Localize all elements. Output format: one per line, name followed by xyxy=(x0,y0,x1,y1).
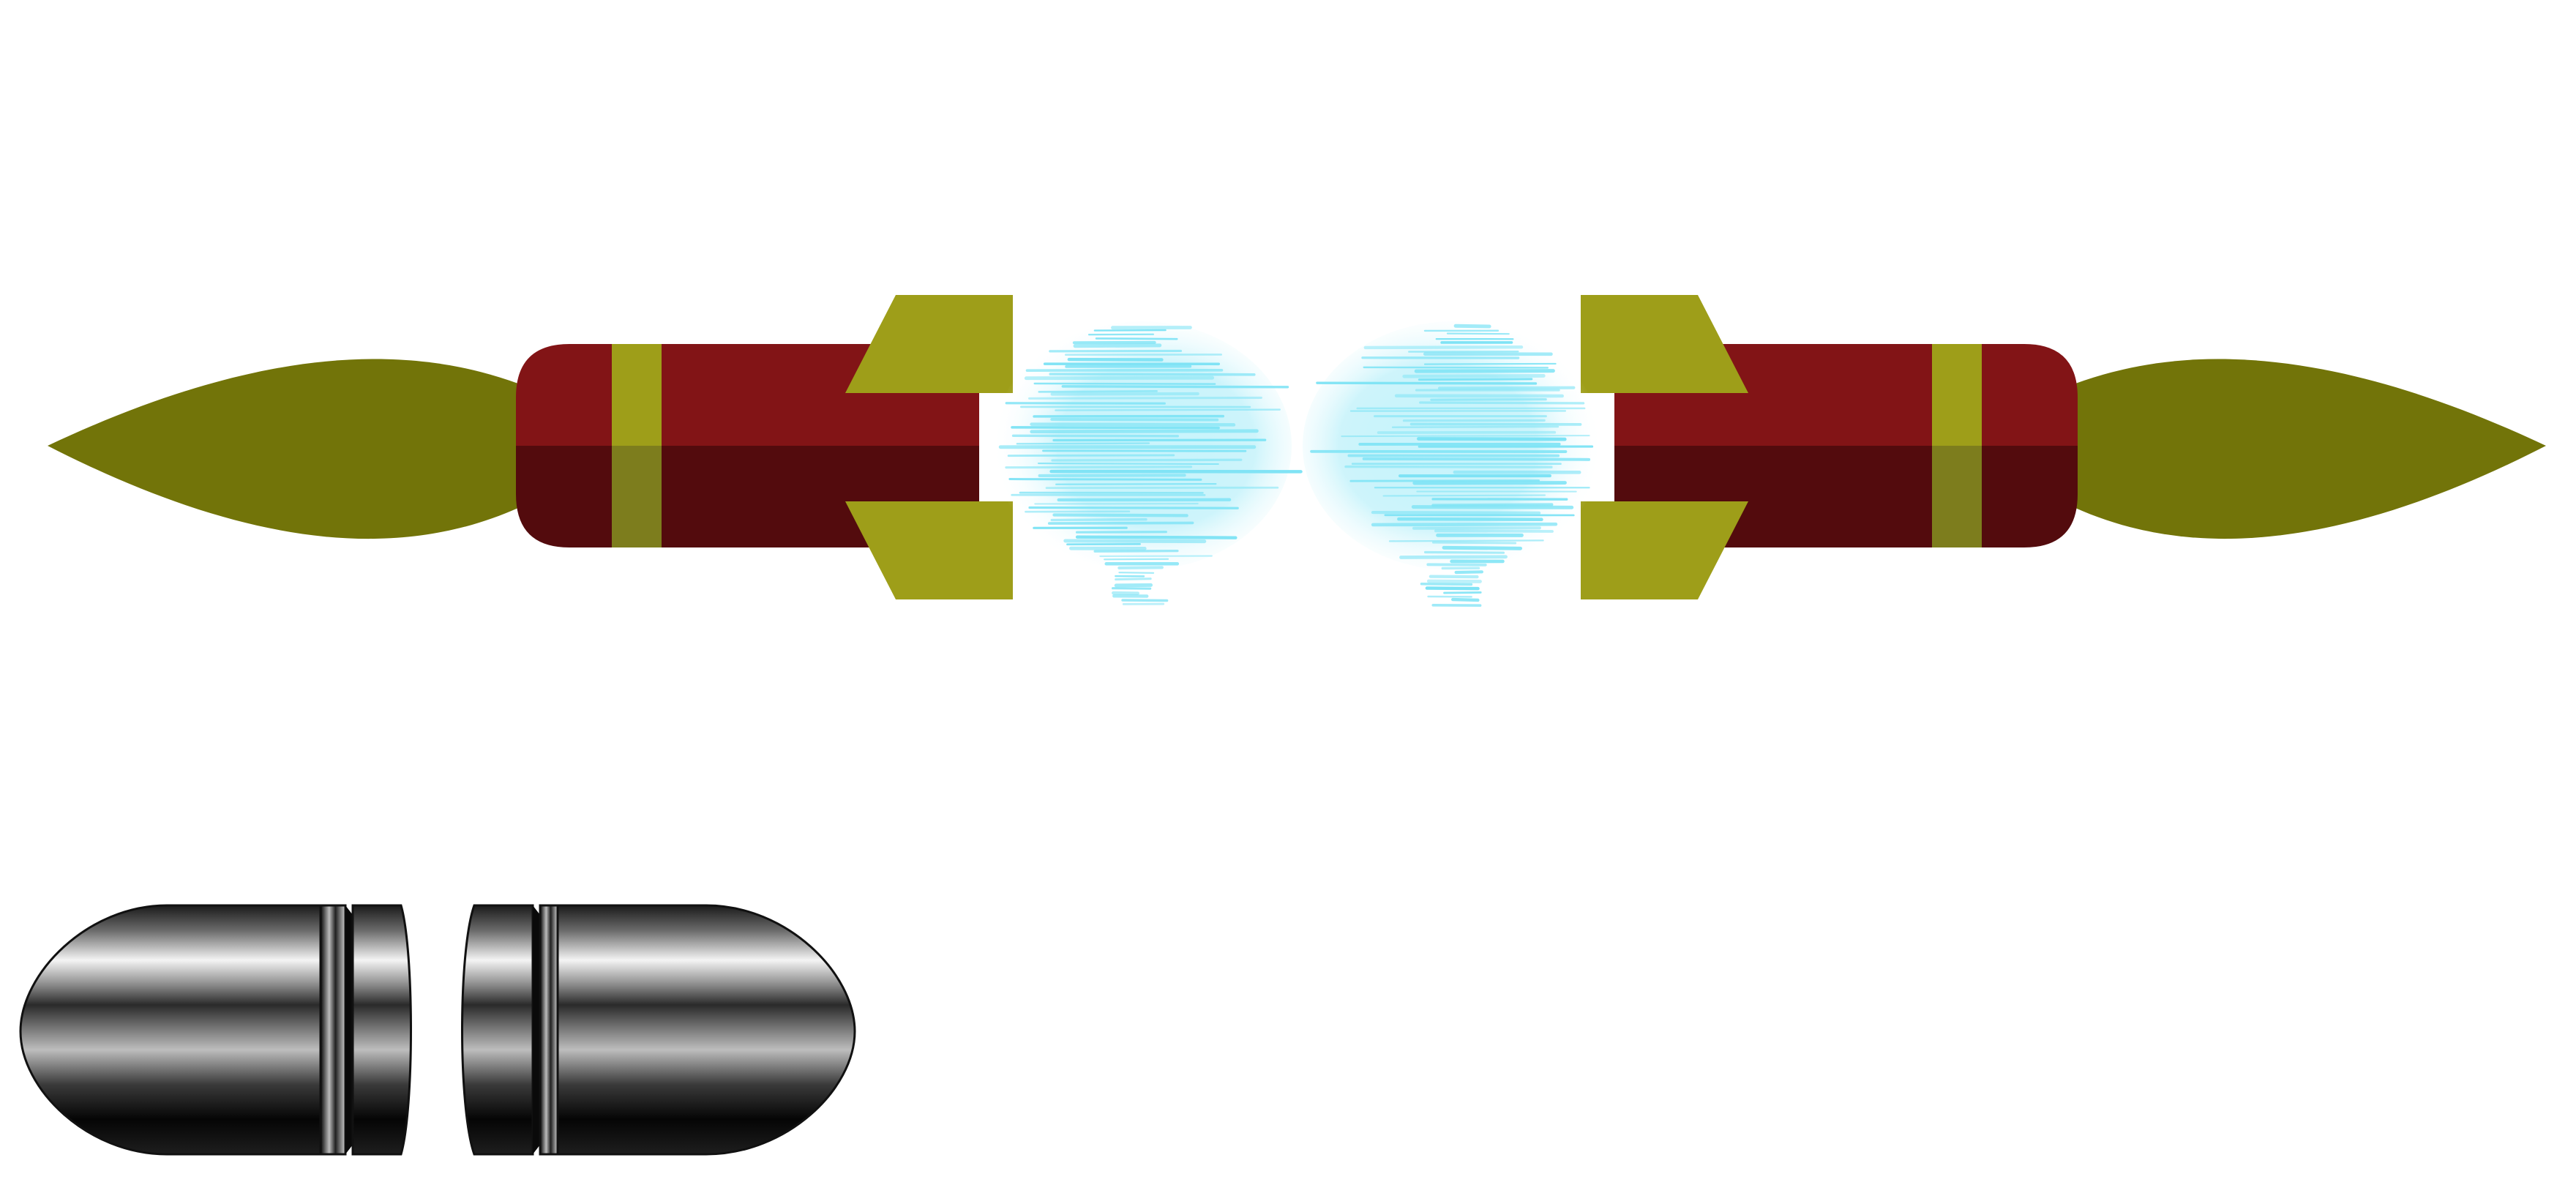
energy-streak xyxy=(1388,539,1544,542)
energy-streak xyxy=(1397,517,1543,522)
energy-streak xyxy=(1402,374,1546,378)
left-missile xyxy=(48,295,1013,599)
capsule-left-cap xyxy=(351,904,412,1156)
energy-streak xyxy=(1050,392,1199,396)
energy-streak xyxy=(1030,429,1259,434)
energy-streak xyxy=(1316,381,1538,385)
energy-streak xyxy=(1052,513,1188,517)
capsule-left-shell xyxy=(19,904,322,1156)
metal-capsule xyxy=(19,904,856,1156)
right-missile xyxy=(1581,295,2546,599)
energy-streak xyxy=(1417,437,1567,441)
energy-streak xyxy=(1349,479,1540,482)
energy-streaks-right xyxy=(1310,324,1594,608)
energy-streak xyxy=(1008,478,1202,481)
energy-burst xyxy=(992,321,1603,608)
capsule-right-ring xyxy=(539,904,559,1156)
energy-streak xyxy=(1399,555,1508,559)
right-missile-band xyxy=(1932,344,1982,446)
energy-streak xyxy=(1371,522,1558,527)
capsule-left-ring xyxy=(319,904,347,1156)
energy-streak xyxy=(1442,545,1523,550)
capsule-right-groove xyxy=(533,905,540,1154)
energy-streak xyxy=(1115,577,1152,581)
energy-streak xyxy=(1055,482,1217,485)
energy-streak xyxy=(1418,378,1533,381)
energy-streak xyxy=(1050,418,1219,422)
capsule-left-groove xyxy=(345,905,353,1154)
energy-streak xyxy=(1061,385,1289,389)
capsule-right-shell xyxy=(556,904,856,1156)
left-flame xyxy=(48,359,518,539)
right-missile-band-shadow xyxy=(1932,446,1982,547)
energy-streak xyxy=(1028,396,1262,400)
energy-streak xyxy=(1443,591,1482,594)
energy-streak xyxy=(1055,408,1281,411)
energy-streak xyxy=(1038,390,1158,393)
energy-streak xyxy=(1344,465,1553,468)
energy-streak xyxy=(1423,362,1557,365)
energy-streak xyxy=(1038,474,1186,477)
energy-streak xyxy=(1063,539,1207,544)
left-missile-band-shadow xyxy=(612,446,662,547)
energy-streak xyxy=(1011,426,1220,430)
energy-streak xyxy=(1451,597,1480,602)
energy-streak xyxy=(1093,329,1167,332)
left-missile-fin-top xyxy=(845,295,1013,393)
energy-streak xyxy=(1005,466,1193,469)
right-missile-fin-bottom xyxy=(1581,501,1748,599)
energy-streak xyxy=(1075,535,1238,539)
energy-streak xyxy=(1037,463,1219,466)
energy-streak xyxy=(1049,373,1256,376)
right-missile-fin-top xyxy=(1581,295,1748,393)
left-missile-fin-bottom xyxy=(845,501,1013,599)
energy-streaks-left xyxy=(998,326,1303,605)
energy-streak xyxy=(1363,366,1549,369)
energy-streak xyxy=(1431,503,1554,507)
energy-streak xyxy=(1028,506,1239,509)
energy-streak xyxy=(1095,337,1178,340)
energy-streak xyxy=(1431,541,1517,545)
energy-streak xyxy=(1007,454,1175,457)
energy-streak xyxy=(1420,583,1473,586)
energy-streak xyxy=(1411,505,1574,509)
right-flame xyxy=(2075,359,2546,539)
energy-streak xyxy=(1362,457,1591,461)
capsule-right-cap xyxy=(461,904,534,1156)
energy-streak xyxy=(1414,369,1555,373)
energy-streak xyxy=(1118,572,1155,574)
energy-streak xyxy=(1425,586,1480,591)
energy-streak xyxy=(1437,386,1576,390)
energy-streak xyxy=(1093,549,1179,553)
energy-streak xyxy=(1371,511,1541,515)
energy-streak xyxy=(1363,345,1524,350)
energy-streak xyxy=(1117,566,1164,570)
energy-streak xyxy=(1073,343,1162,348)
left-missile-band xyxy=(612,344,662,446)
